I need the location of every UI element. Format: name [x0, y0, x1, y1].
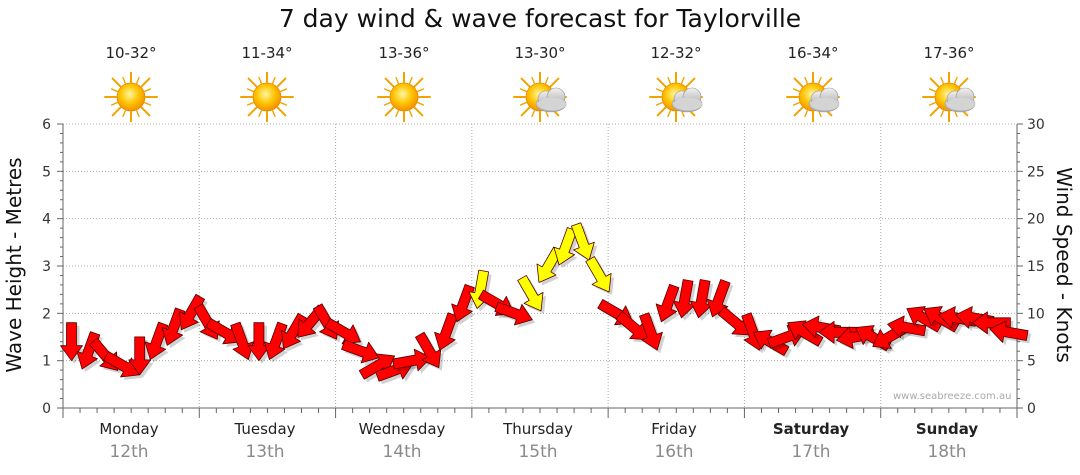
day-label-monday: Monday	[99, 420, 159, 438]
wind-arrow-17	[341, 339, 380, 364]
wind-arrow-54	[972, 311, 1011, 335]
cloud-icon	[808, 87, 840, 113]
source-credit: www.seabreeze.com.au	[893, 391, 1012, 402]
wind-arrow-3	[103, 351, 140, 378]
y-tick-label-right-6: 30	[1027, 117, 1045, 133]
temp-range-saturday: 16-34°	[787, 44, 839, 62]
cloud-icon	[671, 87, 703, 113]
wind-arrow-10	[230, 321, 255, 360]
wind-arrow-7	[178, 293, 206, 331]
y-tick-label-right-4: 20	[1027, 212, 1045, 228]
wind-arrow-35	[655, 283, 680, 323]
cloud-icon	[535, 87, 567, 113]
wind-arrow-20	[392, 348, 432, 372]
wind-arrow-23	[451, 283, 475, 323]
date-label-friday: 16th	[654, 442, 694, 462]
day-label-sunday: Sunday	[915, 420, 979, 438]
temp-range-thursday: 13-30°	[514, 44, 566, 62]
y-tick-label-left-3: 3	[42, 259, 51, 275]
sunny-icon	[237, 70, 297, 124]
date-label-monday: 12th	[109, 442, 149, 462]
partly-cloudy-icon	[510, 70, 570, 124]
y-tick-label-left-2: 2	[42, 306, 51, 322]
partly-cloudy-icon	[783, 70, 843, 124]
date-label-tuesday: 13th	[245, 442, 285, 462]
wind-arrow-30	[571, 222, 595, 261]
sunny-icon	[374, 70, 434, 124]
wind-arrow-55	[989, 320, 1029, 343]
wind-arrow-16	[324, 318, 361, 345]
y-tick-label-right-5: 25	[1027, 164, 1045, 180]
y-tick-label-right-3: 15	[1027, 259, 1045, 275]
y-tick-label-left-4: 4	[42, 212, 51, 228]
chart-axes: 0 1 2 3 4 5 6 0 5 10 15 20 25 30	[42, 117, 1045, 418]
cloud-icon	[944, 87, 976, 113]
wind-arrow-5	[144, 321, 169, 360]
day-label-saturday: Saturday	[772, 420, 850, 438]
sunny-icon	[101, 70, 161, 124]
date-label-wednesday: 14th	[382, 442, 422, 462]
chart-title: 7 day wind & wave forecast for Taylorvil…	[278, 4, 802, 33]
wind-arrow-43	[787, 320, 824, 347]
wind-arrow-26	[494, 301, 533, 326]
day-label-thursday: Thursday	[503, 420, 573, 438]
wind-arrow-4	[128, 336, 152, 376]
temp-range-friday: 12-32°	[650, 44, 702, 62]
y-axis-right-label: Wind Speed - Knots	[1052, 167, 1076, 363]
temp-range-sunday: 17-36°	[923, 44, 975, 62]
wind-arrow-29	[553, 227, 578, 266]
wind-arrows	[60, 222, 1032, 385]
temp-range-wednesday: 13-36°	[378, 44, 430, 62]
date-label-sunday: 18th	[927, 442, 967, 462]
date-label-thursday: 15th	[518, 442, 558, 462]
y-axis-left-label: Wave Height - Metres	[2, 157, 26, 373]
y-tick-label-left-0: 0	[42, 401, 51, 417]
day-label-tuesday: Tuesday	[234, 420, 296, 438]
wind-arrow-6	[161, 307, 186, 346]
wind-arrow-31	[585, 256, 612, 293]
day-label-wednesday: Wednesday	[358, 420, 446, 438]
y-tick-label-right-1: 5	[1027, 354, 1036, 370]
wind-arrow-50	[906, 306, 943, 333]
partly-cloudy-icon	[919, 70, 979, 124]
day-label-friday: Friday	[651, 420, 697, 438]
y-tick-label-left-1: 1	[42, 354, 51, 370]
wind-arrow-22	[434, 312, 458, 351]
wind-arrow-34	[639, 312, 663, 351]
y-tick-label-right-0: 0	[1027, 401, 1036, 417]
y-tick-label-right-2: 10	[1027, 306, 1045, 322]
y-tick-label-left-5: 5	[42, 164, 51, 180]
temp-range-monday: 10-32°	[105, 44, 157, 62]
wind-arrow-27	[517, 275, 544, 312]
temp-range-tuesday: 11-34°	[241, 44, 293, 62]
date-label-saturday: 17th	[791, 442, 831, 462]
wind-arrow-49	[887, 315, 927, 339]
y-tick-label-left-6: 6	[42, 117, 51, 133]
partly-cloudy-icon	[646, 70, 706, 124]
